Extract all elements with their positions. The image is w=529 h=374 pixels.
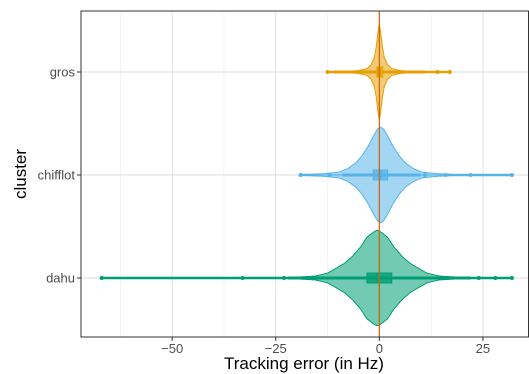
outlier-point: [422, 173, 427, 177]
outlier-point: [476, 276, 481, 280]
outlier-point: [435, 70, 440, 74]
x-axis-ticks: −50 −25 0 25: [161, 337, 490, 356]
x-axis-title: Tracking error (in Hz): [224, 354, 384, 373]
x-tick-label: −50: [161, 341, 183, 356]
y-tick-label-dahu: dahu: [46, 271, 75, 286]
violin-chifflot: [298, 126, 514, 224]
outlier-point: [447, 70, 452, 74]
x-tick-label: 0: [376, 341, 383, 356]
outlier-point: [443, 173, 448, 177]
y-tick-label-chifflot: chifflot: [38, 168, 76, 183]
outlier-point: [509, 276, 514, 280]
outlier-point: [509, 173, 514, 177]
outlier-point: [298, 173, 303, 177]
x-tick-label: −25: [265, 341, 287, 356]
y-tick-label-gros: gros: [50, 65, 76, 80]
outlier-point: [325, 70, 330, 74]
outlier-point: [468, 173, 473, 177]
outlier-point: [493, 276, 498, 280]
y-axis-title: cluster: [11, 149, 30, 199]
outlier-point: [327, 173, 332, 177]
y-axis-ticks: gros chifflot dahu: [38, 65, 81, 286]
outlier-point: [282, 276, 287, 280]
outlier-point: [99, 276, 104, 280]
x-tick-label: 25: [476, 341, 490, 356]
outlier-point: [240, 276, 245, 280]
